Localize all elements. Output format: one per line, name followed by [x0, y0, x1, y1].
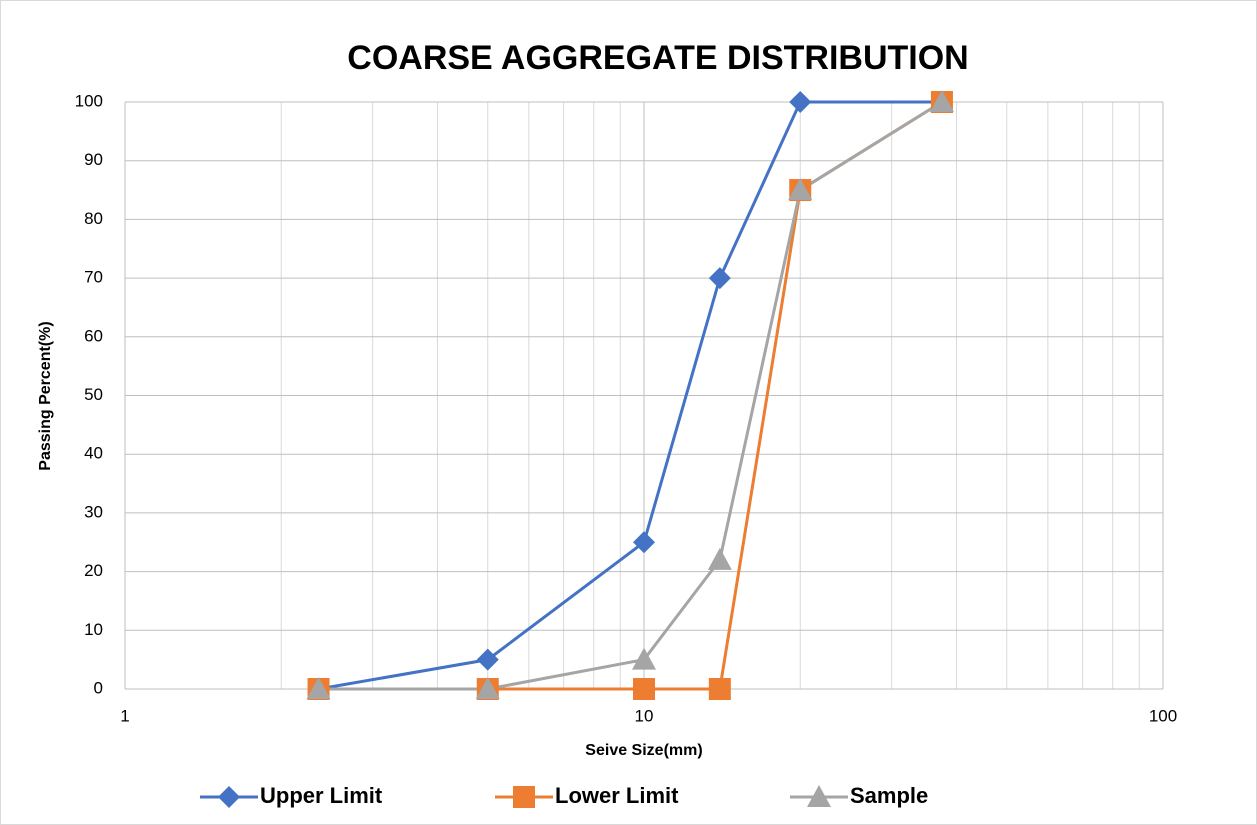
y-tick-label: 0	[94, 678, 103, 697]
x-tick-label: 100	[1149, 706, 1177, 725]
series-line	[318, 100, 943, 691]
y-tick-label: 60	[84, 326, 103, 345]
y-tick-label: 50	[84, 385, 103, 404]
legend-label: Sample	[850, 783, 928, 808]
legend-label: Upper Limit	[260, 783, 383, 808]
chart-title: COARSE AGGREGATE DISTRIBUTION	[347, 39, 968, 77]
data-point	[476, 648, 499, 671]
y-tick-label: 80	[84, 209, 103, 228]
y-tick-label: 20	[84, 561, 103, 580]
data-point	[475, 677, 500, 699]
y-tick-label: 90	[84, 150, 103, 169]
y-tick-label: 30	[84, 502, 103, 521]
data-point	[789, 91, 812, 113]
x-tick-label: 10	[635, 706, 654, 725]
legend-marker	[513, 786, 535, 808]
y-tick-label: 10	[84, 620, 103, 639]
data-point	[632, 647, 656, 670]
legend-marker	[218, 786, 240, 808]
data-point	[306, 677, 331, 699]
legend-label: Lower Limit	[555, 783, 679, 808]
x-tick-label: 1	[120, 706, 129, 725]
y-tick-label: 100	[75, 91, 103, 110]
data-point	[707, 547, 732, 570]
data-point	[633, 678, 655, 700]
data-point	[929, 90, 954, 112]
y-tick-label: 40	[84, 444, 103, 463]
x-axis-label: Seive Size(mm)	[585, 742, 702, 759]
data-point	[633, 531, 655, 554]
y-axis-label: Passing Percent(%)	[37, 321, 54, 470]
y-tick-label: 70	[84, 268, 103, 287]
series-line	[318, 100, 942, 691]
data-point	[788, 178, 813, 201]
legend-marker	[807, 785, 831, 807]
data-point	[708, 267, 731, 290]
data-point	[708, 678, 731, 700]
